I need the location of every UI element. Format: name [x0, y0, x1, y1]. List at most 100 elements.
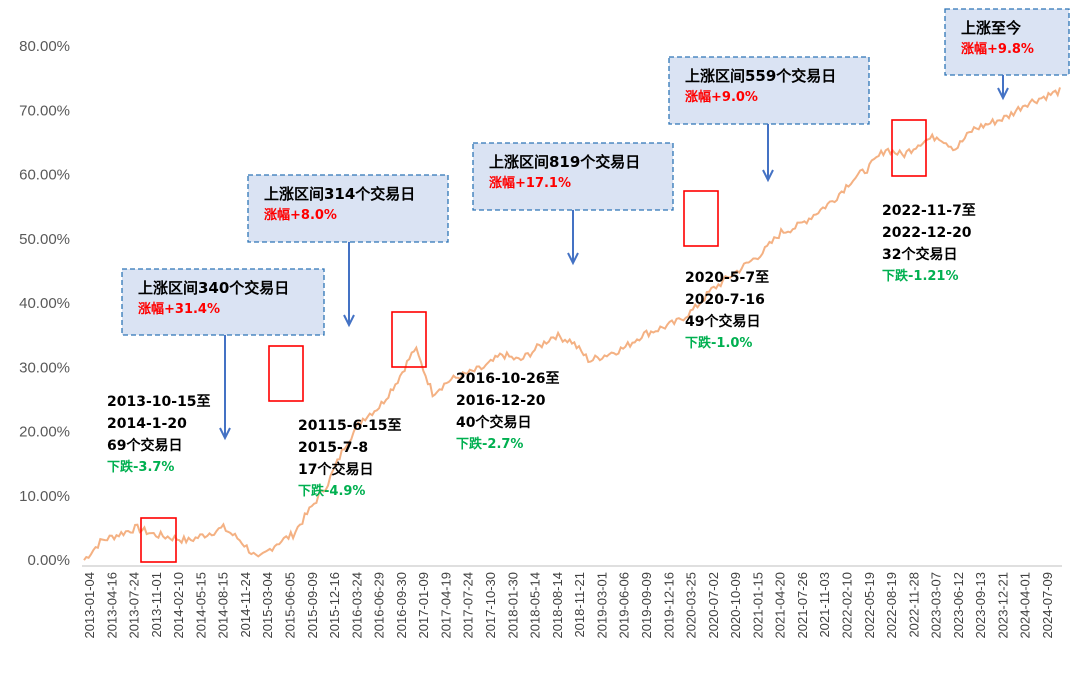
x-tick-label: 2021-01-15: [750, 572, 765, 639]
x-tick-label: 2013-07-24: [127, 572, 142, 639]
drawdown-label: 40个交易日: [456, 414, 531, 431]
drawdown-label: 2016-12-20: [456, 393, 546, 409]
drawdown-label: 69个交易日: [107, 437, 182, 454]
x-tick-label: 2013-04-16: [104, 572, 119, 639]
drawdown-label: 2022-12-20: [882, 225, 972, 241]
x-tick-label: 2024-07-09: [1040, 572, 1055, 639]
callout-arrowhead: [343, 314, 355, 328]
drawdown-label: 2013-10-15至: [107, 394, 211, 410]
y-tick-label: 30.00%: [19, 359, 70, 376]
drawdown-highlight: [391, 311, 427, 368]
x-tick-label: 2018-08-14: [550, 572, 565, 639]
x-tick-label: 2018-05-14: [528, 572, 543, 639]
drawdown-label: 20115-6-15至: [298, 418, 402, 434]
x-tick-label: 2017-01-09: [416, 572, 431, 639]
callout-arrowhead: [762, 169, 774, 183]
callout-gain: 涨幅+9.8%: [960, 41, 1034, 57]
x-tick-label: 2022-05-19: [862, 572, 877, 639]
x-tick-label: 2019-03-01: [594, 572, 609, 639]
drawdown-label: 2016-10-26至: [456, 371, 560, 387]
callout-arrowhead: [567, 252, 579, 266]
y-tick-label: 80.00%: [19, 38, 70, 55]
drawdown-label: 17个交易日: [298, 461, 373, 478]
x-tick-label: 2015-06-05: [283, 572, 298, 639]
x-tick-label: 2022-08-19: [884, 572, 899, 639]
x-tick-label: 2014-08-15: [216, 572, 231, 639]
x-tick-label: 2017-04-19: [438, 572, 453, 639]
x-tick-label: 2015-09-09: [305, 572, 320, 639]
x-tick-label: 2015-03-04: [260, 572, 275, 639]
x-tick-label: 2013-01-04: [82, 572, 97, 639]
drawdown-label: 2020-7-16: [685, 292, 765, 308]
callout-arrowhead: [997, 87, 1009, 101]
x-tick-label: 2019-06-06: [617, 572, 632, 639]
x-tick-label: 2022-11-28: [906, 572, 921, 638]
x-tick-label: 2023-09-13: [973, 572, 988, 639]
drawdown-drop: 下跌-1.21%: [882, 268, 959, 284]
series-line: [83, 87, 1061, 561]
callout-box: [944, 8, 1070, 76]
y-tick-label: 40.00%: [19, 295, 70, 312]
x-tick-label: 2022-02-10: [839, 572, 854, 639]
drawdown-label: 2020-5-7至: [685, 270, 769, 286]
x-tick-label: 2023-12-21: [995, 572, 1010, 639]
drawdown-label: 49个交易日: [685, 313, 760, 330]
callout-box: [472, 142, 674, 211]
y-tick-label: 10.00%: [19, 488, 70, 505]
callout-gain: 涨幅+31.4%: [137, 301, 220, 317]
callout-title: 上涨区间340个交易日: [138, 279, 289, 297]
x-tick-label: 2017-10-30: [483, 572, 498, 639]
y-tick-label: 50.00%: [19, 231, 70, 248]
drawdown-highlight: [683, 190, 719, 247]
x-tick-label: 2020-03-25: [684, 572, 699, 639]
x-tick-label: 2021-11-03: [817, 572, 832, 638]
drawdown-label: 2015-7-8: [298, 440, 368, 456]
callout-gain: 涨幅+8.0%: [263, 207, 337, 223]
x-tick-label: 2016-09-30: [394, 572, 409, 639]
callout-title: 上涨区间314个交易日: [264, 185, 415, 203]
y-tick-label: 70.00%: [19, 102, 70, 119]
y-tick-label: 20.00%: [19, 424, 70, 441]
x-tick-label: 2013-11-01: [149, 572, 164, 638]
x-tick-label: 2020-10-09: [728, 572, 743, 639]
x-tick-label: 2014-11-24: [238, 572, 253, 638]
y-tick-label: 60.00%: [19, 167, 70, 184]
callout-arrowhead: [219, 427, 231, 441]
x-tick-label: 2016-06-29: [372, 572, 387, 639]
drawdown-drop: 下跌-4.9%: [298, 483, 365, 499]
drawdown-drop: 下跌-2.7%: [456, 436, 523, 452]
x-tick-label: 2016-03-24: [349, 572, 364, 639]
drawdown-highlight: [891, 119, 927, 177]
y-tick-label: 0.00%: [27, 552, 70, 569]
drawdown-highlight: [268, 345, 304, 402]
x-tick-label: 2014-05-15: [193, 572, 208, 639]
x-tick-label: 2018-01-30: [505, 572, 520, 639]
x-tick-label: 2021-07-26: [795, 572, 810, 639]
callout-title: 上涨区间819个交易日: [489, 153, 640, 171]
drawdown-drop: 下跌-3.7%: [107, 459, 174, 475]
callout-box: [121, 268, 325, 336]
x-tick-label: 2021-04-20: [773, 572, 788, 639]
callout-title: 上涨区间559个交易日: [685, 67, 836, 85]
callout-gain: 涨幅+17.1%: [488, 175, 571, 191]
x-tick-label: 2017-07-24: [461, 572, 476, 639]
x-tick-label: 2023-03-07: [929, 572, 944, 639]
x-tick-label: 2019-09-09: [639, 572, 654, 639]
x-tick-label: 2023-06-12: [951, 572, 966, 639]
x-tick-label: 2014-02-10: [171, 572, 186, 639]
callout-title: 上涨至今: [961, 19, 1021, 37]
drawdown-label: 32个交易日: [882, 246, 957, 263]
drawdown-drop: 下跌-1.0%: [685, 335, 752, 351]
x-tick-label: 2019-12-16: [661, 572, 676, 639]
drawdown-label: 2022-11-7至: [882, 203, 976, 219]
x-tick-label: 2018-11-21: [572, 572, 587, 638]
callout-box: [668, 56, 870, 125]
drawdown-label: 2014-1-20: [107, 416, 187, 432]
x-tick-label: 2015-12-16: [327, 572, 342, 639]
x-tick-label: 2020-07-02: [706, 572, 721, 639]
drawdown-highlight: [140, 517, 177, 563]
callout-gain: 涨幅+9.0%: [684, 89, 758, 105]
x-tick-label: 2024-04-01: [1018, 572, 1033, 639]
